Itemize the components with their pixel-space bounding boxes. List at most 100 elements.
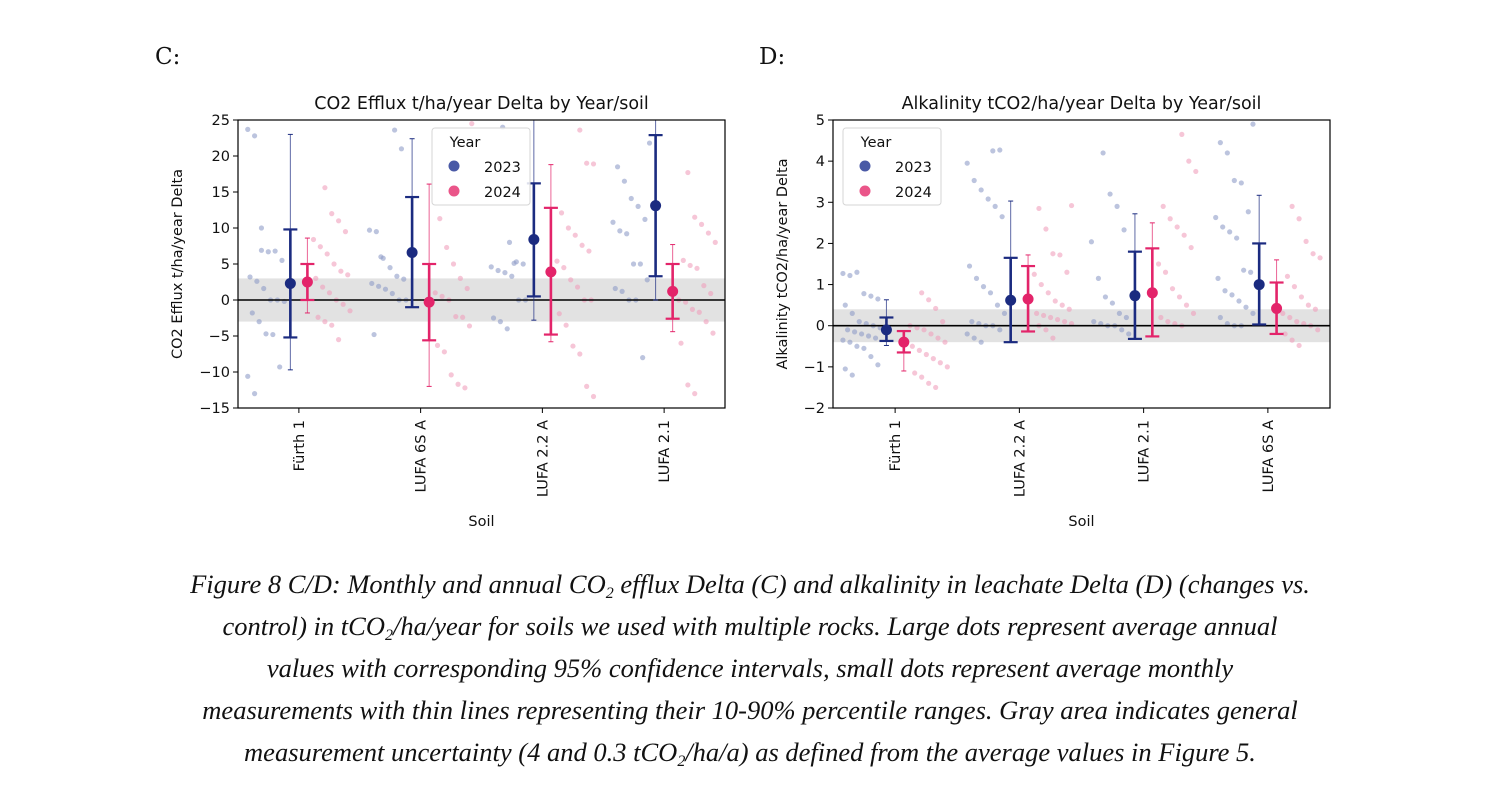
legend-marker-2024 bbox=[859, 185, 871, 197]
monthly-point bbox=[628, 195, 634, 202]
monthly-point bbox=[258, 225, 265, 231]
y-tick-label: 5 bbox=[816, 113, 825, 129]
monthly-point bbox=[1001, 310, 1008, 316]
monthly-point bbox=[994, 302, 1001, 308]
monthly-point bbox=[322, 319, 328, 325]
caption-text: /ha/a) as defined from the average value… bbox=[685, 737, 1256, 767]
monthly-point bbox=[1315, 327, 1321, 333]
monthly-point bbox=[444, 244, 450, 251]
monthly-point bbox=[254, 278, 260, 284]
legend-label: 2024 bbox=[895, 185, 932, 201]
monthly-point bbox=[865, 333, 872, 339]
monthly-point bbox=[1183, 302, 1190, 308]
monthly-point bbox=[933, 384, 939, 391]
monthly-point bbox=[919, 374, 925, 380]
monthly-point bbox=[1123, 314, 1129, 321]
monthly-point bbox=[868, 293, 874, 299]
x-tick-label: LUFA 6S A bbox=[414, 420, 430, 493]
x-axis-label: Soil bbox=[1068, 514, 1094, 530]
monthly-point bbox=[696, 309, 702, 315]
y-tick-label: −1 bbox=[804, 360, 825, 376]
monthly-point bbox=[502, 270, 508, 276]
monthly-point bbox=[854, 269, 860, 275]
caption-line-5: measurement uncertainty (4 and 0.3 tCO2/… bbox=[0, 731, 1500, 773]
monthly-point bbox=[277, 364, 283, 370]
monthly-point bbox=[844, 327, 851, 333]
mean-point-2023 bbox=[1129, 290, 1141, 302]
monthly-point bbox=[457, 275, 463, 281]
y-tick-label: 2 bbox=[816, 236, 825, 252]
monthly-point bbox=[875, 362, 881, 368]
monthly-point bbox=[930, 356, 936, 362]
x-tick-label: LUFA 2.1 bbox=[1137, 420, 1153, 483]
monthly-point bbox=[630, 261, 637, 267]
monthly-point bbox=[937, 360, 943, 366]
monthly-point bbox=[973, 275, 980, 281]
monthly-point bbox=[916, 347, 922, 353]
monthly-point bbox=[642, 216, 648, 222]
monthly-point bbox=[1047, 314, 1054, 321]
monthly-point bbox=[460, 314, 466, 320]
mean-point-2024 bbox=[1271, 302, 1283, 314]
monthly-point bbox=[347, 308, 353, 314]
monthly-point bbox=[1095, 275, 1102, 281]
monthly-point bbox=[1188, 244, 1194, 251]
monthly-point bbox=[455, 381, 461, 387]
monthly-point bbox=[692, 391, 698, 397]
monthly-point bbox=[940, 319, 946, 325]
monthly-point bbox=[1245, 209, 1251, 215]
monthly-point bbox=[1312, 306, 1319, 312]
plot-area bbox=[238, 120, 725, 400]
monthly-point bbox=[437, 216, 443, 222]
monthly-point bbox=[329, 211, 335, 217]
monthly-point bbox=[1169, 286, 1176, 292]
monthly-point bbox=[1045, 290, 1051, 296]
monthly-point bbox=[942, 339, 948, 345]
panel-label-d: D: bbox=[759, 44, 786, 70]
x-tick-label: LUFA 2.1 bbox=[657, 420, 673, 483]
monthly-point bbox=[856, 319, 862, 325]
monthly-point bbox=[1061, 319, 1068, 325]
monthly-point bbox=[617, 228, 623, 234]
monthly-point bbox=[842, 366, 848, 372]
caption-subscript: 2 bbox=[384, 627, 393, 644]
monthly-point bbox=[441, 349, 447, 355]
monthly-point bbox=[1229, 292, 1235, 298]
monthly-point bbox=[258, 247, 265, 253]
y-tick-label: −2 bbox=[804, 401, 825, 417]
x-tick-label: LUFA 2.2 A bbox=[1012, 420, 1028, 497]
monthly-point bbox=[1303, 238, 1309, 244]
caption-text: measurement uncertainty (4 and 0.3 tCO bbox=[244, 737, 678, 767]
monthly-point bbox=[245, 373, 251, 379]
monthly-point bbox=[933, 305, 939, 312]
monthly-point bbox=[1222, 288, 1228, 294]
monthly-point bbox=[584, 160, 590, 166]
monthly-point bbox=[574, 284, 581, 290]
monthly-point bbox=[1215, 275, 1221, 281]
monthly-point bbox=[919, 290, 925, 296]
monthly-point bbox=[909, 343, 915, 349]
monthly-point bbox=[964, 160, 970, 166]
monthly-point bbox=[1174, 224, 1180, 230]
monthly-point bbox=[558, 210, 565, 216]
caption-line-4: measurements with thin lines representin… bbox=[202, 695, 1298, 725]
monthly-point bbox=[868, 353, 874, 360]
monthly-point bbox=[1119, 327, 1125, 333]
monthly-point bbox=[687, 262, 693, 269]
monthly-point bbox=[858, 331, 865, 337]
monthly-point bbox=[1054, 316, 1061, 323]
monthly-point bbox=[320, 284, 326, 290]
monthly-point bbox=[1162, 269, 1169, 275]
monthly-point bbox=[614, 164, 621, 170]
legend-label: 2023 bbox=[484, 160, 521, 176]
monthly-point bbox=[464, 285, 470, 292]
monthly-point bbox=[561, 265, 567, 271]
monthly-point bbox=[245, 126, 251, 132]
monthly-point bbox=[261, 285, 267, 292]
plot-area bbox=[833, 121, 1330, 391]
monthly-point bbox=[265, 249, 271, 255]
monthly-point bbox=[978, 187, 984, 193]
monthly-point bbox=[366, 227, 373, 233]
chart-title: CO2 Efflux t/ha/year Delta by Year/soil bbox=[314, 94, 649, 114]
x-axis-label: Soil bbox=[468, 514, 494, 530]
